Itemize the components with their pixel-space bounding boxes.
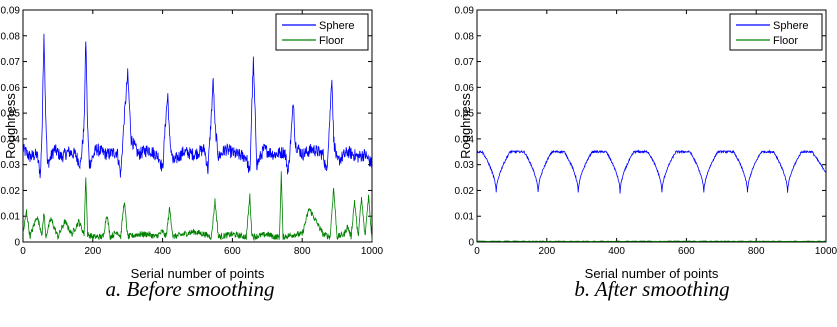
x-tick-label: 200	[84, 246, 101, 257]
legend-before: Sphere Floor	[275, 13, 369, 51]
y-tick-label: 0.04	[455, 134, 475, 145]
y-tick-label: 0.01	[1, 212, 21, 223]
legend-box	[275, 13, 369, 51]
series-before	[22, 33, 373, 242]
y-tick-label: 0.06	[455, 83, 475, 94]
ticks-before: 0 0.01 0.02 0.03 0.04 0.05 0.06 0.07 0.08 0.09 0 20…	[1, 6, 384, 258]
y-tick-label: 0.04	[1, 134, 21, 145]
y-axis-label-before: Roughness	[3, 93, 18, 159]
y-tick-label: 0.08	[1, 31, 21, 42]
series-line-floor	[22, 171, 373, 242]
y-tick-label: 0.08	[455, 31, 475, 42]
chart-before-smoothing: 0 0.01 0.02 0.03 0.04 0.05 0.06 0.07 0.08 0.09 0 20…	[1, 6, 384, 302]
x-axis-label-after: Serial number of points	[585, 266, 719, 281]
x-tick-label: 0	[474, 246, 480, 257]
y-tick-label: 0.02	[455, 186, 475, 197]
x-tick-label: 400	[608, 246, 625, 257]
x-tick-label: 400	[154, 246, 171, 257]
y-tick-label: 0.05	[1, 109, 21, 120]
ticks-after: 0 0.01 0.02 0.03 0.04 0.05 0.06 0.07 0.08 0.09 0 20…	[455, 6, 837, 258]
caption-after: b. After smoothing	[574, 277, 729, 301]
series-line-sphere	[22, 33, 373, 179]
y-tick-label: 0.03	[1, 160, 21, 171]
x-tick-label: 1000	[361, 246, 384, 257]
y-tick-label: 0.09	[1, 6, 21, 17]
caption-before: a. Before smoothing	[106, 277, 275, 301]
y-tick-label: 0	[468, 238, 474, 249]
y-tick-label: 0.09	[455, 6, 475, 17]
y-tick-label: 0	[14, 238, 20, 249]
legend-label-sphere: Sphere	[773, 20, 808, 32]
y-tick-label: 0.06	[1, 83, 21, 94]
x-tick-label: 600	[678, 246, 695, 257]
x-axis-label-before: Serial number of points	[131, 266, 265, 281]
y-tick-label: 0.07	[1, 57, 21, 68]
series-line-sphere	[476, 149, 827, 194]
y-axis-label-after: Roughness	[458, 93, 473, 159]
y-tick-label: 0.05	[455, 109, 475, 120]
chart-after-smoothing: 0 0.01 0.02 0.03 0.04 0.05 0.06 0.07 0.08 0.09 0 20…	[455, 6, 837, 302]
x-tick-label: 200	[538, 246, 555, 257]
legend-after: Sphere Floor	[729, 13, 823, 51]
legend-label-floor: Floor	[773, 35, 798, 47]
y-tick-label: 0.07	[455, 57, 475, 68]
y-tick-label: 0.01	[455, 212, 475, 223]
x-tick-label: 1000	[815, 246, 837, 257]
legend-label-sphere: Sphere	[319, 20, 354, 32]
legend-label-floor: Floor	[319, 35, 344, 47]
series-after	[476, 149, 827, 242]
x-tick-label: 600	[224, 246, 241, 257]
x-tick-label: 0	[20, 246, 26, 257]
x-tick-label: 800	[748, 246, 765, 257]
x-tick-label: 800	[294, 246, 311, 257]
y-tick-label: 0.03	[455, 160, 475, 171]
series-line-floor	[476, 240, 827, 242]
legend-box	[729, 13, 823, 51]
y-tick-label: 0.02	[1, 186, 21, 197]
